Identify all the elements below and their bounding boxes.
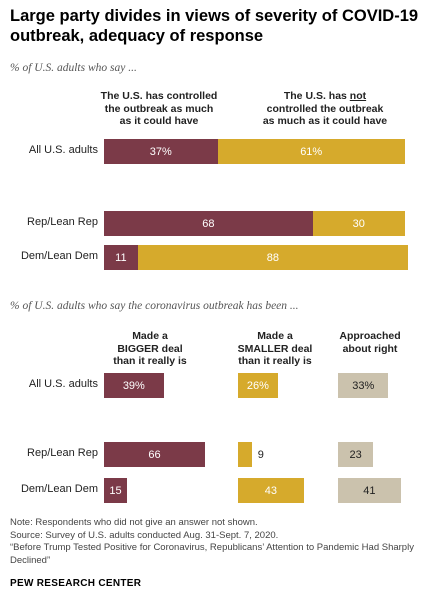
bar-value-label: 23	[349, 448, 362, 461]
chart2-subtitle: % of U.S. adults who say the coronavirus…	[10, 300, 299, 312]
row-label-rep-lean-rep: Rep/Lean Rep	[27, 216, 98, 228]
chart1-legend-not-controlled: The U.S. has not controlled the outbreak…	[262, 90, 388, 127]
bar-value-label: 43	[264, 484, 278, 497]
row-label-dem-lean-dem: Dem/Lean Dem	[20, 250, 98, 262]
bar-value-label: 30	[352, 217, 365, 230]
chart-title: Large party divides in views of severity…	[10, 7, 419, 45]
chart2-legend-about-right: Approached about right	[339, 330, 401, 355]
bar-dem-lean-dem-series-1	[137, 245, 408, 270]
bar-rep-lean-rep-series-2	[338, 442, 374, 467]
chart1-legend-controlled: The U.S. has controlled the outbreak as …	[100, 90, 218, 127]
chart-notes: Note: Respondents who did not give an an…	[10, 517, 430, 567]
bar-value-label: 66	[148, 448, 161, 461]
bar-rep-lean-rep-series-1	[312, 211, 405, 236]
bar-value-label: 9	[257, 448, 264, 461]
bar-dem-lean-dem-series-0	[104, 245, 138, 270]
bar-dem-lean-dem-series-0	[104, 478, 127, 503]
bar-all-u-s-adults-series-2	[338, 373, 389, 398]
bar-all-u-s-adults-series-1	[238, 373, 278, 398]
chart2-legend-bigger: Made a BIGGER deal than it really is	[113, 330, 187, 367]
row-label-dem-lean-dem: Dem/Lean Dem	[20, 483, 98, 495]
bar-value-label: 33%	[352, 379, 375, 392]
bar-all-u-s-adults-series-1	[217, 139, 405, 164]
bar-value-label: 37%	[149, 145, 172, 158]
bar-value-label: 15	[109, 484, 122, 497]
report-title-line: “Before Trump Tested Positive for Corona…	[10, 542, 414, 566]
bar-rep-lean-rep-series-0	[104, 442, 205, 467]
brand-logo-text: PEW RESEARCH CENTER	[10, 578, 142, 589]
note-line: Note: Respondents who did not give an an…	[10, 517, 258, 528]
bar-rep-lean-rep-series-1	[238, 442, 252, 467]
bar-all-u-s-adults-series-0	[104, 139, 218, 164]
bar-value-label: 39%	[122, 379, 145, 392]
row-label-rep-lean-rep: Rep/Lean Rep	[27, 447, 98, 459]
bar-all-u-s-adults-series-0	[104, 373, 164, 398]
bar-value-label: 88	[266, 251, 279, 264]
row-label-all-u-s-adults: All U.S. adults	[28, 144, 98, 156]
chart2-legend-smaller: Made a SMALLER deal than it really is	[237, 330, 313, 367]
bar-dem-lean-dem-series-2	[338, 478, 401, 503]
bar-rep-lean-rep-series-0	[104, 211, 313, 236]
source-line: Source: Survey of U.S. adults conducted …	[10, 529, 279, 541]
bar-value-label: 11	[115, 251, 127, 264]
bar-value-label: 41	[363, 484, 376, 497]
chart1-subtitle: % of U.S. adults who say ...	[10, 62, 137, 74]
row-label-all-u-s-adults: All U.S. adults	[28, 378, 98, 390]
bar-value-label: 26%	[246, 379, 269, 392]
bar-value-label: 68	[202, 217, 215, 230]
bar-dem-lean-dem-series-1	[238, 478, 304, 503]
bar-value-label: 61%	[300, 145, 323, 158]
